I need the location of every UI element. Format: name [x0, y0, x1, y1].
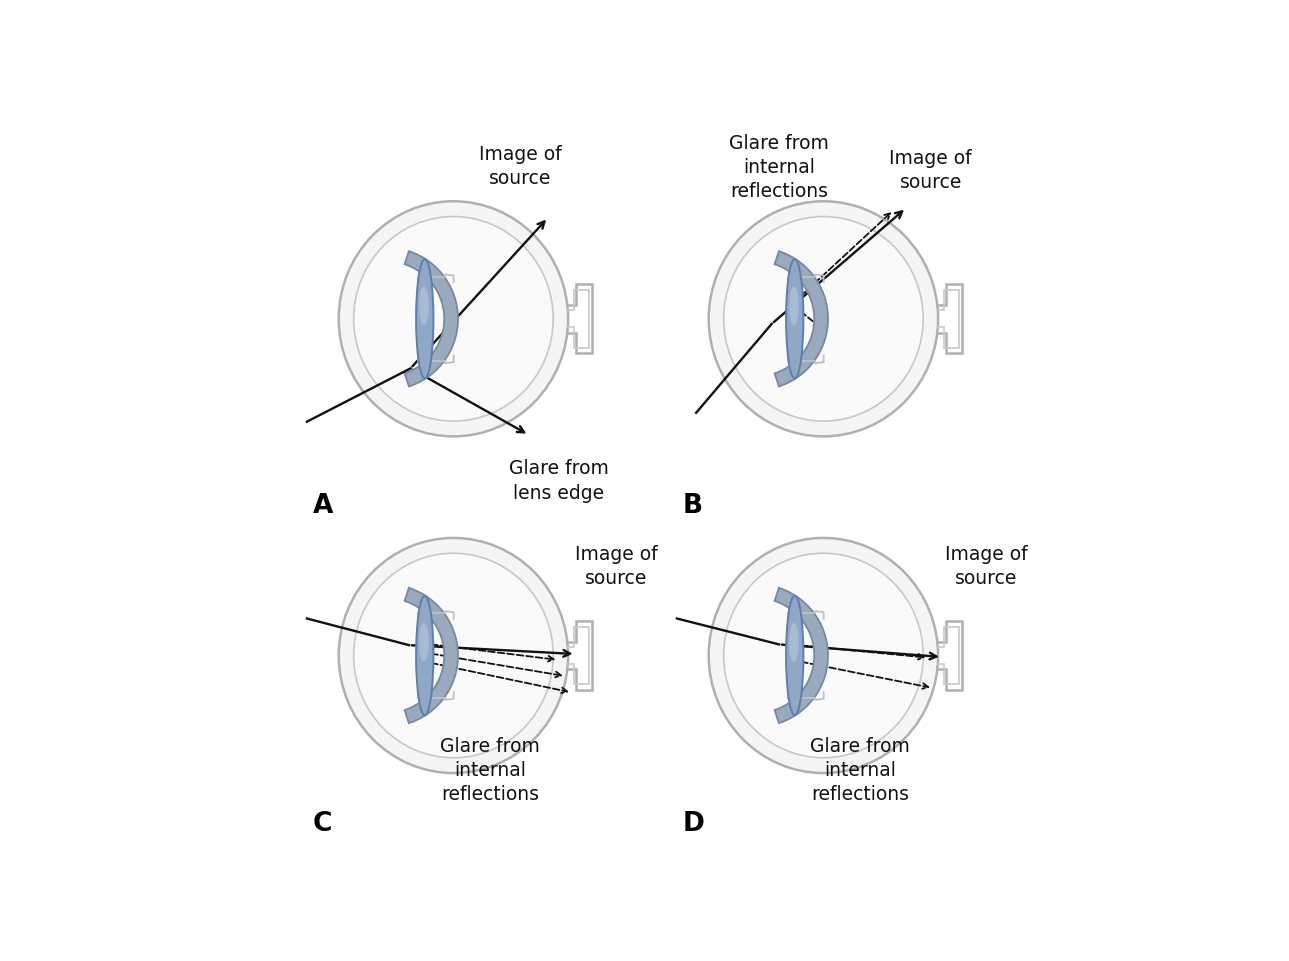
Text: A: A: [313, 493, 333, 519]
Text: C: C: [313, 811, 333, 837]
Text: Image of
source: Image of source: [889, 149, 972, 192]
Ellipse shape: [353, 554, 553, 758]
Text: Image of
source: Image of source: [945, 545, 1027, 588]
Ellipse shape: [416, 259, 433, 379]
Text: B: B: [683, 493, 703, 519]
Text: Glare from
internal
reflections: Glare from internal reflections: [730, 134, 829, 201]
Text: Image of
source: Image of source: [478, 145, 561, 188]
Ellipse shape: [789, 623, 799, 662]
Ellipse shape: [419, 286, 429, 325]
Text: Image of
source: Image of source: [575, 545, 657, 588]
Ellipse shape: [353, 216, 553, 421]
Ellipse shape: [723, 216, 923, 421]
Ellipse shape: [709, 201, 938, 436]
Ellipse shape: [789, 286, 799, 325]
Text: Glare from
internal
reflections: Glare from internal reflections: [811, 737, 910, 804]
Polygon shape: [405, 251, 458, 386]
Polygon shape: [775, 251, 828, 386]
Ellipse shape: [723, 554, 923, 758]
Polygon shape: [775, 588, 828, 723]
Ellipse shape: [339, 201, 568, 436]
Polygon shape: [405, 588, 458, 723]
Ellipse shape: [416, 596, 433, 715]
Text: Glare from
lens edge: Glare from lens edge: [509, 459, 608, 503]
Ellipse shape: [786, 259, 803, 379]
Text: D: D: [683, 811, 705, 837]
Ellipse shape: [786, 596, 803, 715]
Ellipse shape: [709, 538, 938, 773]
Text: Glare from
internal
reflections: Glare from internal reflections: [441, 737, 540, 804]
Ellipse shape: [339, 538, 568, 773]
Ellipse shape: [419, 623, 429, 662]
